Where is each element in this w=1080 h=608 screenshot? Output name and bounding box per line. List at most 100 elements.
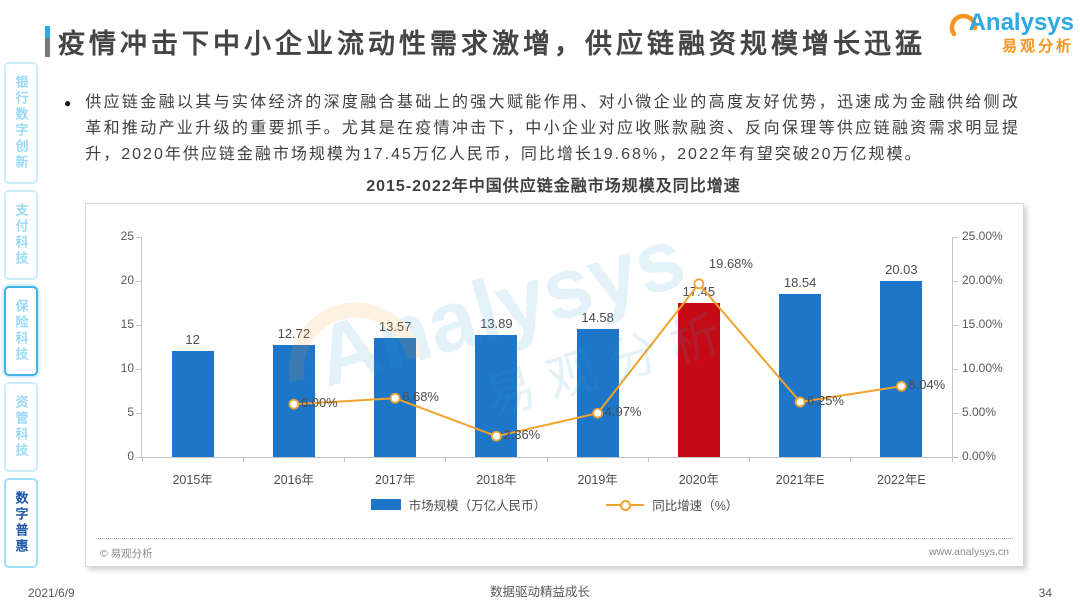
legend-bar-swatch	[370, 499, 401, 510]
line-marker-dot	[895, 380, 907, 392]
y-axis-right-tick	[952, 456, 958, 458]
x-axis-category-label: 2017年	[374, 473, 416, 487]
footer-page-number: 34	[1038, 586, 1052, 600]
line-marker-dot	[592, 407, 604, 419]
y-axis-right-tick	[952, 368, 958, 370]
line-marker-dot	[794, 396, 806, 408]
y-axis-right-tick	[952, 412, 958, 414]
legend-yoy-growth-label: 同比增速（%）	[652, 499, 739, 513]
line-marker-dot	[389, 392, 401, 404]
copyright-text: © 易观分析	[100, 548, 153, 560]
source-divider	[96, 538, 1013, 539]
line-marker-dot	[693, 278, 705, 290]
analysys-logo: Analysys 易观分析	[948, 8, 1074, 56]
bar-value-label: 13.57	[378, 318, 412, 334]
line-value-label: 8.04%	[908, 377, 946, 393]
x-axis-category-label: 2021年E	[775, 473, 825, 487]
sidebar-tab-digital-inclusive-finance[interactable]: 数字普惠	[4, 478, 38, 568]
market-size-bar	[779, 293, 822, 457]
y-axis-right-tick	[952, 236, 958, 238]
legend-line-swatch-dot	[620, 499, 632, 511]
x-axis-tick	[344, 457, 345, 462]
y-axis-left-label: 5	[127, 405, 134, 419]
market-size-bar	[677, 303, 720, 457]
market-size-bar	[171, 351, 214, 457]
y-axis-right-label: 10.00%	[962, 361, 1003, 375]
x-axis-tick	[242, 457, 244, 462]
y-axis-left-tick	[136, 236, 142, 238]
bullet-dot-icon: ●	[64, 96, 72, 110]
logo-brand-text: Analysys	[968, 9, 1074, 36]
line-marker-dot	[288, 398, 300, 410]
line-value-label: 6.25%	[807, 393, 844, 408]
y-axis-left-label: 0	[127, 449, 134, 463]
line-value-label: 2.36%	[503, 427, 541, 443]
website-text: www.analysys.cn	[929, 546, 1009, 558]
market-size-bar	[880, 280, 923, 457]
section-sidebar: 银行数字创新 支付科技 保险科技 资管科技 数字普惠	[2, 62, 40, 568]
bar-value-label: 13.89	[480, 315, 513, 331]
x-axis-tick	[749, 457, 750, 462]
summary-text: 供应链金融以其与实体经济的深度融合基础上的强大赋能作用、对小微企业的高度友好优势…	[85, 94, 1020, 163]
sidebar-tab-banking-digital-innovation[interactable]: 银行数字创新	[4, 62, 38, 184]
y-axis-right-label: 20.00%	[962, 273, 1003, 287]
x-axis-tick	[445, 457, 447, 462]
y-axis-left-tick	[136, 280, 142, 282]
y-axis-right-tick	[952, 324, 958, 326]
line-marker-dot	[490, 430, 502, 442]
x-axis-tick	[850, 457, 852, 462]
y-axis-left-label: 25	[120, 229, 134, 243]
page-title: 疫情冲击下中小企业流动性需求激增，供应链融资规模增长迅猛	[58, 29, 926, 59]
x-axis-tick	[647, 457, 649, 462]
x-axis-tick	[951, 457, 953, 462]
bar-value-label: 20.03	[885, 261, 918, 277]
y-axis-left-tick	[136, 412, 142, 414]
legend-line-swatch	[606, 499, 645, 511]
line-value-label: 6.68%	[402, 389, 439, 405]
line-value-label: 6.00%	[300, 395, 338, 411]
x-axis-category-label: 2018年	[476, 473, 517, 487]
footer-slogan: 数据驱动精益成长	[489, 585, 590, 599]
y-axis-right-label: 25.00%	[962, 229, 1003, 243]
footer-date: 2021/6/9	[28, 586, 75, 600]
logo-arc-icon	[949, 13, 977, 37]
x-axis-tick	[546, 457, 548, 462]
line-value-label: 4.97%	[604, 404, 642, 420]
sidebar-tab-payment-tech[interactable]: 支付科技	[4, 190, 38, 280]
x-axis-category-label: 2016年	[273, 473, 315, 487]
yoy-growth-line	[288, 278, 907, 442]
sidebar-tab-asset-management-tech[interactable]: 资管科技	[4, 382, 38, 472]
chart-title: 2015-2022年中国供应链金融市场规模及同比增速	[366, 178, 741, 195]
y-axis-right-label: 5.00%	[962, 405, 997, 419]
market-size-bar	[576, 328, 619, 457]
bar-value-label: 12.72	[277, 326, 311, 342]
y-axis-left-tick	[136, 456, 142, 458]
y-axis-right-tick	[952, 280, 958, 282]
x-axis-category-label: 2015年	[172, 473, 213, 487]
legend-market-size-label: 市场规模（万亿人民币）	[408, 499, 547, 513]
bar-value-label: 12	[185, 332, 200, 348]
y-axis-left-label: 15	[120, 317, 134, 331]
y-axis-left-label: 10	[120, 361, 134, 375]
chart-card: 0 0.00% 5 5.00% 10 10.00% 15 15.00% 20 20.00% 25 25…	[85, 203, 1024, 567]
logo-brand-cn-text: 易观分析	[1001, 38, 1074, 55]
y-axis-left-label: 20	[120, 273, 134, 287]
legend-item-market-size: 市场规模（万亿人民币）	[370, 495, 547, 514]
sidebar-tab-insurance-tech[interactable]: 保险科技	[4, 286, 38, 376]
title-accent-bar	[45, 26, 50, 57]
x-axis-category-label: 2019年	[577, 473, 618, 487]
chart-legend: 市场规模（万亿人民币） 同比增速（%）	[86, 495, 1023, 514]
legend-item-yoy-growth: 同比增速（%）	[606, 495, 738, 514]
line-value-label: 19.68%	[708, 255, 753, 271]
bar-value-label: 14.58	[581, 309, 614, 325]
y-axis-right-label: 15.00%	[962, 317, 1003, 331]
y-axis-left-tick	[136, 324, 142, 326]
source-row: © 易观分析 www.analysys.cn	[100, 546, 1009, 561]
x-axis-category-label: 2022年E	[877, 473, 926, 487]
y-axis-right-label: 0.00%	[962, 449, 997, 463]
x-axis-category-label: 2020年	[678, 473, 720, 487]
bar-value-label: 18.54	[783, 274, 817, 290]
y-axis-left-tick	[136, 368, 142, 370]
x-axis-tick	[141, 457, 143, 462]
summary-bullet: ● 供应链金融以其与实体经济的深度融合基础上的强大赋能作用、对小微企业的高度友好…	[64, 90, 1020, 168]
